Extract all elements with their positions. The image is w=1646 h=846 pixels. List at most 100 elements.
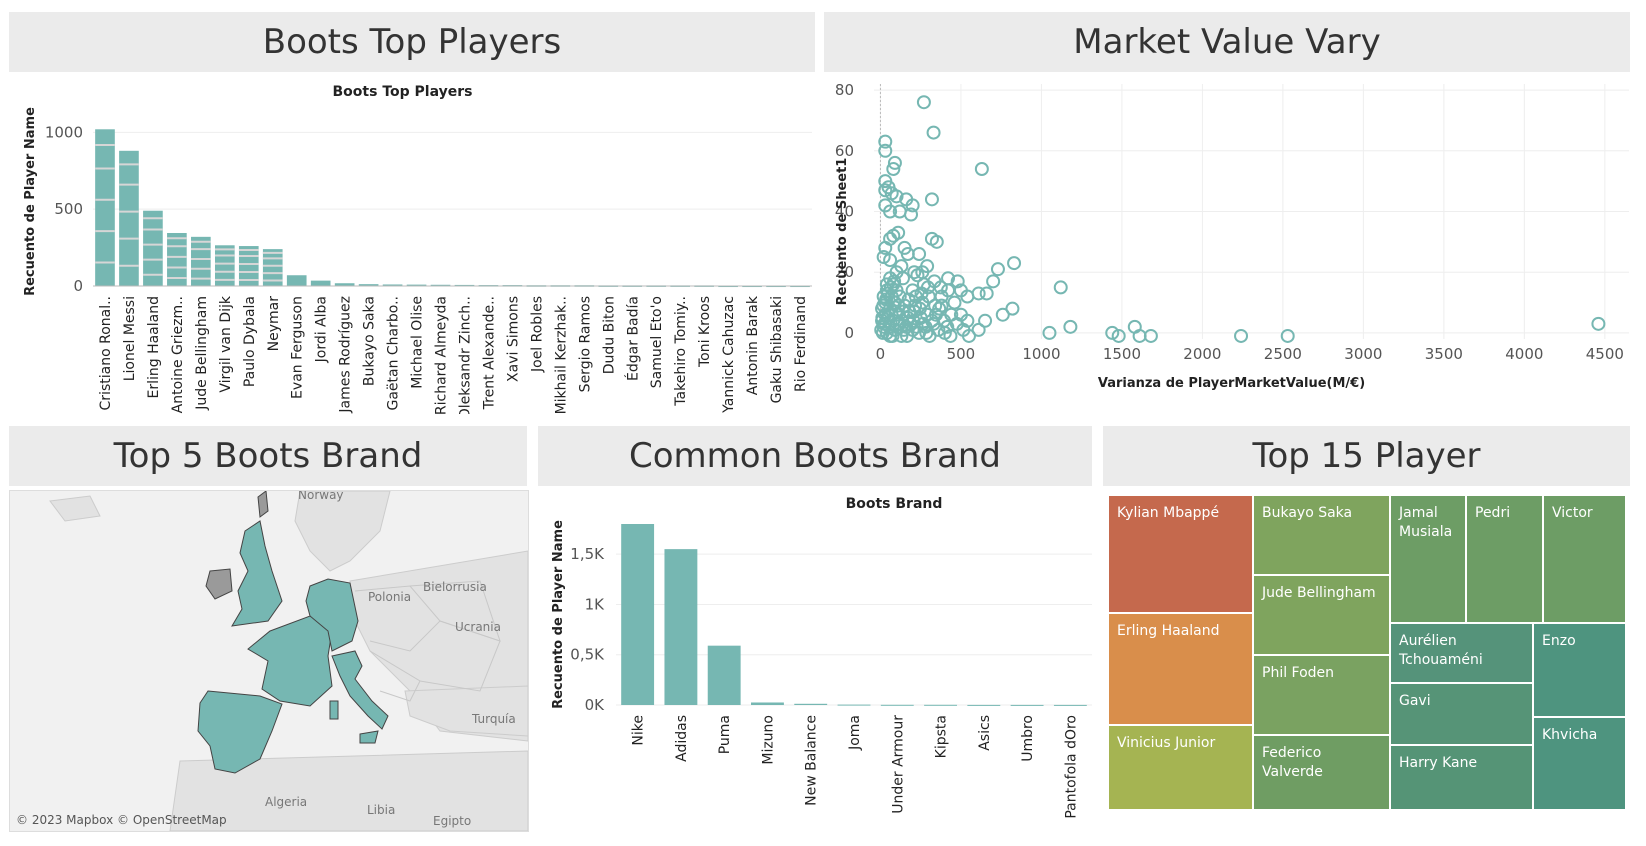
y-tick-label: 60 bbox=[835, 142, 854, 160]
treemap-tile[interactable]: Jude Bellingham bbox=[1253, 575, 1390, 655]
category-label: Neymar bbox=[266, 296, 282, 352]
treemap-tile[interactable]: Gavi bbox=[1390, 683, 1533, 745]
bar bbox=[358, 284, 379, 286]
bar bbox=[664, 549, 698, 705]
x-tick-label: 4500 bbox=[1586, 345, 1624, 363]
x-tick-label: 1000 bbox=[1022, 345, 1060, 363]
spain-region[interactable] bbox=[197, 690, 283, 774]
boots-top-players-chart: Boots Top Players 0 500 1000 Recuento de Pla… bbox=[23, 84, 812, 414]
x-axis-title: Varianza de PlayerMarketValue(M/€) bbox=[1098, 376, 1365, 391]
x-tick-label: 4000 bbox=[1505, 345, 1543, 363]
uk-region[interactable] bbox=[231, 520, 283, 627]
scatter-point bbox=[1005, 301, 1020, 316]
scatter-point bbox=[885, 328, 900, 343]
scatter-point bbox=[878, 134, 893, 149]
north-africa-landmass bbox=[169, 750, 528, 831]
treemap-tile[interactable]: Federico Valverde bbox=[1253, 735, 1390, 810]
scandinavia-landmass bbox=[294, 491, 391, 572]
bar bbox=[880, 704, 914, 706]
treemap-tile[interactable]: Pedri bbox=[1466, 495, 1543, 623]
x-tick-label: 0 bbox=[876, 345, 886, 363]
scatter-point bbox=[986, 274, 1001, 289]
scatter-point bbox=[894, 328, 909, 343]
y-tick-label: 1K bbox=[585, 595, 606, 613]
treemap-tile[interactable]: Enzo bbox=[1533, 623, 1626, 717]
italy-region[interactable] bbox=[331, 650, 389, 730]
category-label: Antonin Barak bbox=[745, 295, 761, 395]
scatter-point bbox=[887, 155, 902, 170]
y-tick-label: 0 bbox=[844, 324, 854, 342]
treemap-tile-label: Enzo bbox=[1542, 633, 1576, 649]
scatter-point bbox=[928, 298, 943, 313]
scatter-point bbox=[889, 189, 904, 204]
treemap-tile[interactable]: Jamal Musiala bbox=[1390, 495, 1466, 623]
treemap-tile[interactable]: Phil Foden bbox=[1253, 655, 1390, 735]
top15-title: Top 15 Player bbox=[1103, 426, 1630, 486]
germany-region[interactable] bbox=[305, 578, 359, 652]
treemap-tile[interactable]: Aurélien Tchouaméni bbox=[1390, 623, 1533, 683]
category-label: Trent Alexande.. bbox=[481, 296, 497, 410]
common-brand-chart: Boots Brand 0K 0,5K 1K 1,5K Recuento de Playe… bbox=[551, 496, 1092, 819]
map-label-polonia: Polonia bbox=[368, 590, 411, 604]
y-tick-label: 1000 bbox=[45, 123, 83, 141]
treemap-tile[interactable]: Khvicha bbox=[1533, 717, 1626, 810]
treemap-tile[interactable]: Erling Haaland bbox=[1108, 613, 1253, 725]
treemap-tile-label: Harry Kane bbox=[1399, 755, 1478, 771]
map-label-ucrania: Ucrania bbox=[455, 620, 501, 634]
scatter-point bbox=[950, 274, 965, 289]
bar bbox=[1053, 704, 1087, 706]
treemap-tile[interactable]: Bukayo Saka bbox=[1253, 495, 1390, 575]
scatter-point bbox=[887, 274, 902, 289]
bar bbox=[310, 280, 331, 286]
scatter-point bbox=[1280, 328, 1295, 343]
chart-title: Boots Brand bbox=[846, 496, 943, 512]
scatter-point bbox=[1105, 325, 1120, 340]
treemap-tile[interactable]: Harry Kane bbox=[1390, 745, 1533, 810]
europe-map[interactable]: Norway Polonia Bielorrusia Ucrania Turqu… bbox=[9, 490, 529, 832]
top15-treemap: Kylian Mbappé Erling Haaland Vinicius Juni… bbox=[1108, 495, 1626, 810]
treemap-tile[interactable]: Kylian Mbappé bbox=[1108, 495, 1253, 613]
treemap-tile-label: Kylian Mbappé bbox=[1117, 505, 1220, 521]
category-label: Michael Olise bbox=[410, 296, 426, 389]
scatter-point bbox=[1591, 316, 1606, 331]
category-label: Joel Robles bbox=[529, 296, 545, 373]
category-label: Mizuno bbox=[760, 715, 776, 765]
x-tick-label: 2000 bbox=[1183, 345, 1221, 363]
treemap-tile[interactable]: Vinicius Junior bbox=[1108, 725, 1253, 810]
map-label-norway: Norway bbox=[298, 490, 344, 502]
map-label-egipto: Egipto bbox=[433, 814, 471, 828]
scatter-point bbox=[979, 286, 994, 301]
treemap-tile-label: Vinicius Junior bbox=[1117, 735, 1216, 751]
bar bbox=[621, 524, 655, 705]
bar bbox=[1010, 704, 1044, 706]
scatter-point bbox=[926, 125, 941, 140]
y-tick-label: 20 bbox=[835, 263, 854, 281]
category-label: Asics bbox=[977, 715, 993, 751]
category-label: Takehiro Tomiy.. bbox=[673, 296, 689, 407]
treemap-tile-label: Jamal Musiala bbox=[1399, 505, 1453, 540]
scatter-point bbox=[878, 143, 893, 158]
map-label-libia: Libia bbox=[367, 803, 395, 817]
treemap-tile[interactable]: Victor bbox=[1543, 495, 1626, 623]
category-label: Richard Almeyda bbox=[434, 296, 450, 414]
category-label: Gaëtan Charbo.. bbox=[386, 296, 402, 411]
chart-title: Boots Top Players bbox=[333, 84, 473, 100]
category-label: Nike bbox=[631, 715, 647, 746]
treemap-tile-label: Gavi bbox=[1399, 693, 1431, 709]
category-label: Yannick Cahuzac bbox=[721, 296, 737, 414]
category-label: Paulo Dybala bbox=[242, 296, 258, 387]
x-tick-label: 1500 bbox=[1103, 345, 1141, 363]
category-label: Puma bbox=[717, 715, 733, 754]
iceland-landmass bbox=[49, 495, 101, 522]
treemap-tile-label: Pedri bbox=[1475, 505, 1511, 521]
scatter-point bbox=[912, 247, 927, 261]
category-label: Cristiano Ronal.. bbox=[98, 296, 114, 410]
scatter-point bbox=[879, 292, 894, 307]
category-label: Jude Bellingham bbox=[194, 296, 210, 411]
scatter-point bbox=[995, 307, 1010, 322]
scatter-point bbox=[878, 240, 893, 255]
bar bbox=[334, 283, 355, 286]
market-value-scatter: 0 500 1000 1500 2000 2500 3000 3500 4000 4500 0 20 4… bbox=[835, 81, 1629, 391]
scatter-point bbox=[883, 253, 898, 268]
category-label: Lionel Messi bbox=[122, 296, 138, 381]
